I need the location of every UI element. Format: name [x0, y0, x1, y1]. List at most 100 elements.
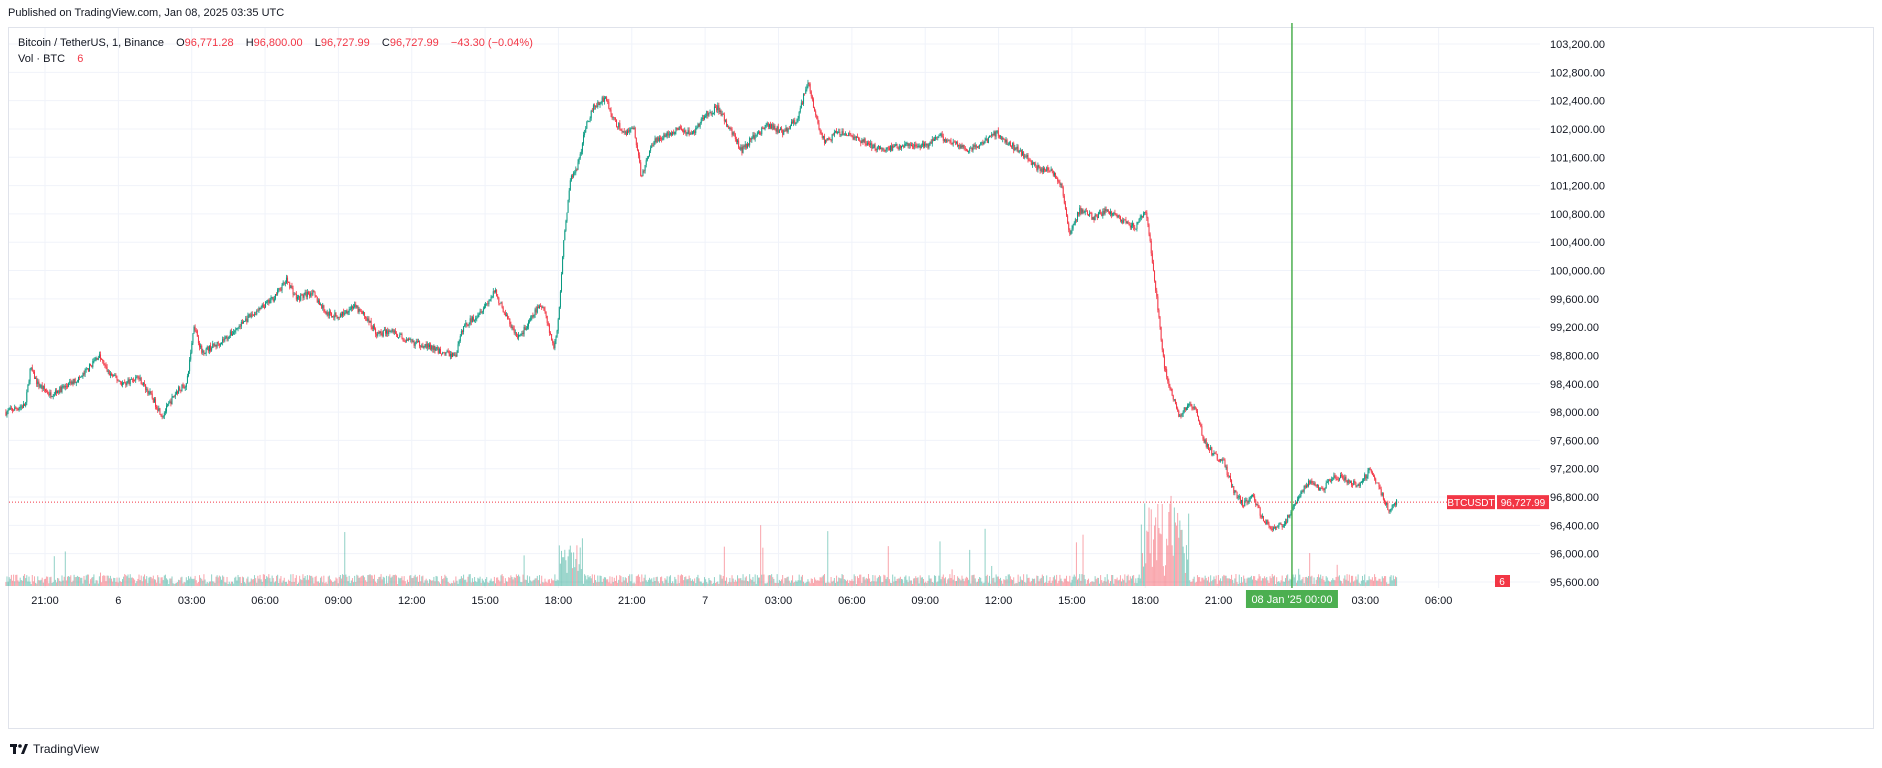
candle-body — [504, 313, 506, 316]
candle-body — [641, 175, 643, 177]
candle-body — [1265, 522, 1267, 525]
candle-body — [58, 390, 60, 393]
volume-label[interactable]: Vol · BTC — [18, 53, 66, 65]
volume-bar — [774, 582, 776, 586]
volume-bar — [580, 569, 582, 586]
volume-bar — [208, 581, 210, 586]
volume-bar — [1145, 563, 1147, 586]
candle-body — [995, 131, 997, 137]
tradingview-logo-icon[interactable] — [10, 743, 28, 755]
volume-bar — [1015, 583, 1017, 586]
volume-bar — [162, 579, 164, 586]
tradingview-brand[interactable]: TradingView — [33, 742, 100, 756]
candle-body — [1379, 486, 1381, 489]
volume-bar — [1086, 579, 1088, 586]
candle-body — [685, 130, 687, 134]
volume-bar — [114, 577, 116, 586]
candle-body — [699, 123, 701, 127]
volume-bar — [246, 578, 248, 586]
candle-body — [371, 326, 373, 329]
candle-body — [869, 143, 871, 146]
volume-bar — [886, 577, 888, 586]
candle-body — [1094, 214, 1096, 221]
volume-bar — [289, 580, 291, 586]
volume-bar — [1293, 577, 1295, 586]
candle-body — [605, 97, 607, 99]
candle-body — [950, 140, 952, 143]
candle-body — [786, 127, 788, 132]
candle-body — [644, 165, 646, 171]
candle-body — [1182, 411, 1184, 415]
candle-body — [1251, 494, 1253, 497]
volume-bar — [329, 579, 331, 586]
candle-body — [21, 406, 23, 408]
candle-body — [1224, 459, 1226, 468]
candle-body — [572, 175, 574, 177]
candle-body — [873, 144, 875, 148]
candle-body — [25, 402, 27, 406]
candle-body — [990, 135, 992, 137]
volume-bar — [572, 568, 574, 586]
candle-body — [494, 289, 496, 292]
volume-bar — [447, 581, 449, 586]
candle-body — [700, 118, 702, 124]
candle-body — [15, 407, 17, 409]
candle-body — [1159, 316, 1161, 328]
volume-bar — [807, 579, 809, 586]
candle-body — [1011, 146, 1013, 148]
volume-bar — [810, 578, 812, 586]
candle-body — [287, 277, 289, 282]
volume-bar — [234, 577, 236, 586]
volume-bar — [463, 574, 465, 586]
volume-bar — [837, 581, 839, 586]
volume-bar — [731, 575, 733, 586]
volume-bar — [717, 581, 719, 586]
volume-bar — [1129, 576, 1131, 586]
candle-body — [825, 139, 827, 143]
volume-bar — [585, 575, 587, 586]
candle-body — [376, 334, 378, 336]
volume-bar — [991, 565, 993, 586]
candle-body — [1359, 482, 1361, 487]
volume-bar — [754, 574, 756, 586]
volume-bar — [968, 579, 970, 586]
candle-body — [542, 307, 544, 309]
candle-body — [839, 131, 841, 136]
candle-body — [987, 137, 989, 143]
candle-body — [22, 403, 24, 408]
candle-body — [486, 303, 488, 305]
candle-body — [393, 330, 395, 333]
volume-bar — [1273, 575, 1275, 586]
candle-body — [926, 143, 928, 146]
volume-bar — [271, 575, 273, 586]
candle-body — [159, 408, 161, 415]
candle-body — [937, 136, 939, 138]
volume-bar — [715, 583, 717, 586]
candle-body — [303, 294, 305, 298]
candle-body — [1096, 216, 1098, 219]
candle-body — [1185, 408, 1187, 410]
candle-body — [301, 294, 303, 296]
volume-bar — [540, 583, 542, 586]
candle-body — [397, 334, 399, 338]
volume-bar — [920, 577, 922, 586]
symbol-title[interactable]: Bitcoin / TetherUS, 1, Binance — [18, 37, 164, 49]
volume-bar — [932, 582, 934, 586]
candle-body — [1199, 420, 1201, 425]
volume-bar — [772, 577, 774, 586]
candle-body — [952, 141, 954, 145]
volume-bar — [1388, 583, 1390, 586]
candle-body — [1377, 482, 1379, 484]
volume-bar — [809, 583, 811, 586]
volume-bar — [296, 583, 298, 586]
candle-body — [933, 139, 935, 141]
candle-body — [158, 408, 160, 411]
volume-bar — [263, 574, 265, 586]
candle-body — [660, 137, 662, 139]
volume-bar — [290, 574, 292, 586]
candle-body — [244, 321, 246, 322]
volume-bar — [959, 578, 961, 586]
candle-body — [620, 129, 622, 131]
candle-body — [1047, 167, 1049, 170]
